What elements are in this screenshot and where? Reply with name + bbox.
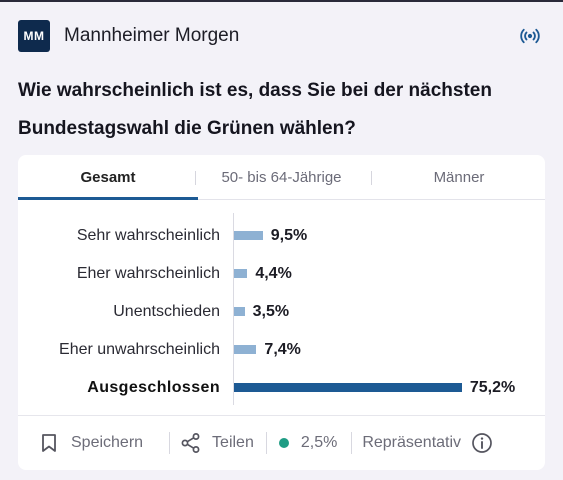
error-margin: 2,5% <box>278 416 338 471</box>
publisher-name: Mannheimer Morgen <box>64 25 240 46</box>
poll-card: Gesamt 50- bis 64-Jährige Männer Sehr wa… <box>18 155 545 470</box>
result-bar <box>234 269 248 278</box>
result-value: 4,4% <box>255 265 292 282</box>
footer-bar: Speichern Teilen 2,5% Repräsentativ <box>18 415 545 470</box>
tab-maenner[interactable]: Männer <box>433 169 485 186</box>
poll-question-line1: Wie wahrscheinlich ist es, dass Sie bei … <box>18 80 492 101</box>
result-value: 75,2% <box>469 379 516 396</box>
active-tab-indicator <box>18 197 198 200</box>
result-row: Eher wahrscheinlich 4,4% <box>18 259 545 289</box>
bookmark-icon <box>42 434 56 452</box>
top-edge <box>0 0 563 2</box>
share-button[interactable]: Teilen <box>180 416 254 471</box>
header: MM Mannheimer Morgen <box>18 18 545 54</box>
save-label: Speichern <box>71 434 144 451</box>
status-dot <box>278 438 289 448</box>
result-value: 7,4% <box>264 341 301 358</box>
result-row: Sehr wahrscheinlich 9,5% <box>18 221 545 251</box>
result-row: Unentschieden 3,5% <box>18 297 545 327</box>
results-chart: Sehr wahrscheinlich 9,5% Eher wahrschein… <box>18 200 545 415</box>
result-row: Eher unwahrscheinlich 7,4% <box>18 335 545 365</box>
publisher-logo: MM <box>18 20 50 52</box>
result-row-highlight: Ausgeschlossen 75,2% <box>18 373 545 403</box>
tab-divider <box>371 171 372 185</box>
result-bar <box>234 345 257 354</box>
broadcast-icon[interactable] <box>519 25 541 47</box>
result-label: Unentschieden <box>113 303 220 320</box>
representative-label: Repräsentativ <box>362 434 462 451</box>
poll-question-line2: Bundestagswahl die Grünen wählen? <box>18 118 356 139</box>
info-icon <box>472 433 492 453</box>
share-icon <box>181 433 200 453</box>
error-margin-value: 2,5% <box>300 434 338 451</box>
share-label: Teilen <box>212 434 254 451</box>
footer-divider <box>265 432 267 454</box>
result-value: 9,5% <box>270 227 308 244</box>
chart-axis <box>233 213 234 405</box>
tab-50-64[interactable]: 50- bis 64-Jährige <box>221 169 342 186</box>
representative-info[interactable]: Repräsentativ <box>362 416 493 471</box>
tab-divider <box>195 171 196 185</box>
tab-gesamt[interactable]: Gesamt <box>80 169 136 186</box>
result-bar <box>234 383 462 392</box>
result-label: Sehr wahrscheinlich <box>76 227 220 244</box>
poll-question: Wie wahrscheinlich ist es, dass Sie bei … <box>18 72 545 148</box>
tab-bar: Gesamt 50- bis 64-Jährige Männer <box>18 155 545 200</box>
footer-divider <box>169 432 171 454</box>
result-bar <box>234 307 245 316</box>
result-label: Eher wahrscheinlich <box>76 265 220 282</box>
footer-divider <box>351 432 353 454</box>
save-button[interactable]: Speichern <box>40 416 143 471</box>
result-bar <box>234 231 263 240</box>
result-label: Ausgeschlossen <box>87 379 220 396</box>
result-value: 3,5% <box>252 303 290 320</box>
result-label: Eher unwahrscheinlich <box>59 341 220 358</box>
